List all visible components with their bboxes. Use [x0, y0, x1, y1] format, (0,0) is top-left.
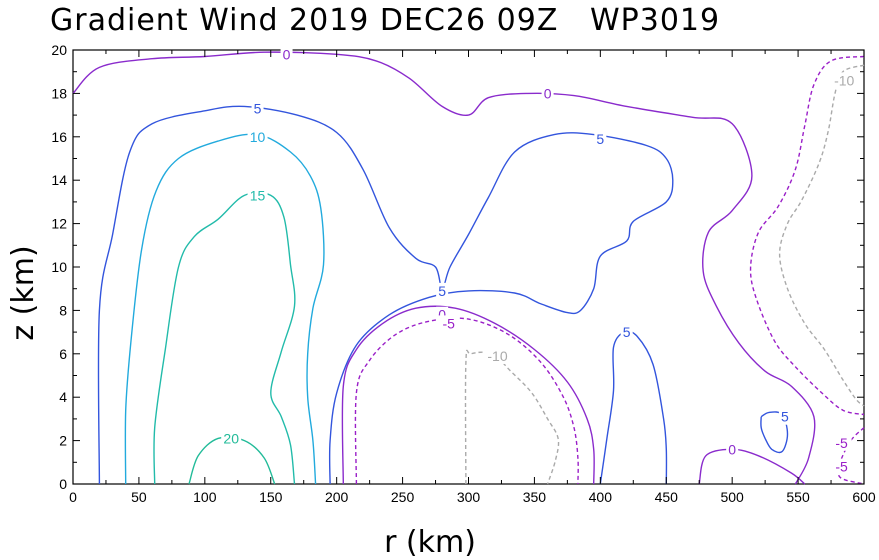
contour-label: -5 — [835, 459, 848, 475]
y-tick-label: 4 — [59, 389, 67, 405]
contour-label: -10 — [834, 72, 854, 88]
y-tick-label: 16 — [51, 129, 67, 145]
y-tick-label: 10 — [51, 259, 67, 275]
contour-line-level-0 — [341, 305, 595, 485]
contour-label-background — [541, 85, 554, 102]
y-tick-label: 0 — [59, 476, 67, 492]
x-tick-label: 550 — [786, 489, 810, 505]
contour-label-background — [778, 408, 791, 425]
contour-label: -10 — [487, 348, 507, 364]
y-tick-label: 2 — [59, 433, 67, 449]
contour-label: 5 — [254, 101, 262, 117]
y-axis-title: z (km) — [6, 245, 41, 340]
contour-label-background — [726, 441, 739, 458]
y-tick-label: 12 — [51, 216, 67, 232]
contour-line-level-15 — [153, 191, 296, 485]
contour-line-level-neg5 — [354, 317, 579, 485]
contour-line-level-neg10 — [778, 64, 865, 407]
y-tick-label: 6 — [59, 346, 67, 362]
contour-label-background — [280, 46, 293, 63]
y-tick-label: 18 — [51, 85, 67, 101]
contour-label-background — [483, 347, 512, 364]
x-tick-label: 0 — [69, 489, 77, 505]
x-tick-label: 250 — [391, 489, 415, 505]
contour-label-background — [831, 434, 852, 451]
x-tick-label: 200 — [325, 489, 349, 505]
contour-label: 0 — [283, 46, 291, 62]
x-tick-label: 100 — [193, 489, 217, 505]
x-tick-label: 350 — [523, 489, 547, 505]
contour-label: 5 — [438, 283, 446, 299]
contour-label: 10 — [250, 129, 266, 145]
contour-label: 0 — [728, 441, 736, 457]
contour-label: -5 — [442, 315, 455, 331]
y-tick-label: 20 — [51, 42, 67, 58]
contour-line-level-5 — [599, 330, 668, 485]
x-tick-label: 600 — [852, 489, 876, 505]
contour-label: 5 — [596, 131, 604, 147]
contour-layer — [72, 51, 865, 485]
contour-label: 0 — [438, 307, 446, 323]
contour-label-background — [247, 128, 268, 145]
contour-label-background — [830, 72, 859, 89]
x-tick-label: 50 — [131, 489, 147, 505]
contour-label-background — [438, 315, 459, 332]
contour-label-background — [221, 430, 242, 447]
chart-title: Gradient Wind 2019 DEC26 09Z WP3019 — [50, 3, 720, 38]
contour-line-level-0 — [72, 51, 816, 485]
contour-line-level-10 — [124, 133, 325, 485]
y-tick-label: 14 — [51, 172, 67, 188]
contour-label-layer: 0 0 0 0 5 5 5 5 5 10 15 20 -5 -5 -5 -10 -10 — [221, 46, 859, 475]
x-tick-label: 150 — [259, 489, 283, 505]
contour-label-background — [831, 458, 852, 475]
contour-line-level-5 — [760, 411, 789, 454]
y-tick-label: 8 — [59, 302, 67, 318]
x-tick-label: 500 — [720, 489, 744, 505]
contour-label: 20 — [223, 430, 239, 446]
contour-label: 5 — [623, 324, 631, 340]
contour-label: 15 — [250, 187, 266, 203]
contour-label-background — [620, 324, 633, 341]
axis-layer: 0 50 100 150 200 250 300 350 400 450 500 550 6000246… — [51, 42, 875, 505]
contour-label-background — [436, 282, 449, 299]
x-tick-label: 300 — [457, 489, 481, 505]
x-tick-label: 450 — [655, 489, 679, 505]
contour-line-level-neg10 — [464, 349, 560, 485]
contour-label-background — [594, 130, 607, 147]
contour-line-level-neg5 — [749, 55, 865, 416]
contour-label: 5 — [781, 409, 789, 425]
contour-line-level-0 — [698, 448, 806, 485]
contour-label: 0 — [544, 85, 552, 101]
contour-label: -5 — [835, 435, 848, 451]
contour-label-background — [247, 187, 268, 204]
contour-line-level-5 — [97, 105, 674, 485]
contour-label-background — [251, 100, 264, 117]
x-axis-title: r (km) — [384, 525, 476, 560]
x-tick-label: 400 — [589, 489, 613, 505]
